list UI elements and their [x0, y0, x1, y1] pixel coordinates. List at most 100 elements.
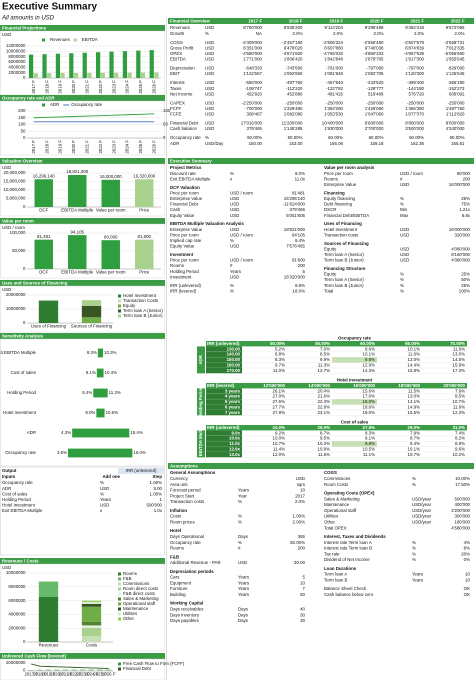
- row-unit: USD: [205, 126, 214, 131]
- matrix-cell: 8.7%: [320, 430, 330, 435]
- value-label: 3.5%: [57, 450, 67, 455]
- matrix-cell: 9.6%: [455, 446, 465, 451]
- section-header: [0, 218, 165, 224]
- matrix-cell: 12.7%: [318, 368, 331, 373]
- cell-value: 165.61: [451, 141, 465, 146]
- bar-segment: [81, 606, 102, 622]
- row-unit: %: [412, 476, 416, 481]
- row-unit: USD: [400, 182, 409, 187]
- matrix-row-header: [206, 452, 242, 458]
- cell-value: 1'955'645: [446, 57, 465, 62]
- x-tick-label: Value per room: [96, 208, 126, 213]
- row-label: Transaction costs: [324, 232, 359, 237]
- matrix-cell: 14.3%: [363, 368, 376, 373]
- matrix-row-label: 3 years: [225, 388, 241, 393]
- x-tick-label: 2025 F: [138, 80, 143, 94]
- matrix-row-header: [206, 399, 242, 405]
- legend-swatch: [118, 299, 121, 303]
- row-value: 8'160'000: [451, 252, 470, 257]
- cell-value: 9'672'066: [446, 25, 465, 30]
- matrix-header: [206, 425, 467, 431]
- row-unit: USD/Day: [205, 141, 224, 146]
- matrix-row-header: [206, 441, 242, 447]
- bar: [122, 51, 128, 78]
- row-label: Holding Period: [2, 497, 31, 502]
- x-tick-label: Price: [139, 270, 150, 275]
- row-value: 60.00%: [290, 540, 305, 545]
- bar: [60, 73, 65, 78]
- x-tick-label: 2018 F: [44, 80, 49, 94]
- row-unit: USD: [100, 503, 109, 508]
- cell-value: -2'506'324: [323, 40, 344, 45]
- row-value: 2'200'000: [451, 508, 470, 513]
- legend-swatch: [118, 587, 121, 591]
- matrix-column: 65.00%: [405, 341, 420, 346]
- cell-value: -4'671'600: [282, 51, 303, 56]
- row-unit: #: [230, 263, 233, 268]
- matrix-cell: 11.0%: [273, 368, 285, 373]
- row-label: Equity Value: [170, 244, 195, 249]
- y-tick-label: 4000000: [8, 612, 26, 617]
- legend-label: Revenues: [50, 37, 71, 42]
- matrix-cell: 27.7%: [273, 404, 286, 409]
- y-axis-label: USD: [2, 165, 11, 170]
- matrix-cell: 11.4%: [273, 446, 285, 451]
- x-tick-label: 2021 F: [84, 140, 89, 154]
- matrix-cell: 11.1%: [363, 452, 375, 457]
- row-value: 11.0x: [295, 176, 306, 181]
- bar: [62, 669, 69, 671]
- matrix-column: 55.00%: [315, 341, 330, 346]
- matrix-cell: 13.0%: [408, 357, 421, 362]
- legend-label: Rooms: [123, 571, 138, 576]
- row-label: Days receivables: [170, 606, 204, 611]
- row-label: Enterprise Value: [170, 196, 203, 201]
- matrix-column: 29.0%: [408, 425, 421, 430]
- row-label: Term loan A (Senior): [324, 277, 364, 282]
- page-title: Executive Summary: [2, 2, 97, 13]
- x-tick-label: 2024 F: [85, 672, 99, 677]
- row-unit: USD: [205, 51, 214, 56]
- matrix-cell: 7.0%: [320, 346, 330, 351]
- cell-value: 1'487'760: [446, 106, 465, 111]
- matrix-cell: 8.5%: [320, 352, 330, 357]
- cell-value: NA: [256, 31, 262, 36]
- bar: [45, 669, 51, 671]
- x-tick-label: 2021 F: [59, 672, 73, 677]
- row-value: 5'051'605: [286, 213, 305, 218]
- matrix-corner: IRR (unlevered): [207, 341, 240, 346]
- matrix-cell: 7.9%: [455, 388, 465, 393]
- row-label: Sales & Marketing: [324, 496, 360, 501]
- chart-frame: [0, 163, 165, 217]
- cell-value: 308'467: [247, 112, 263, 117]
- row-unit: USD: [205, 121, 214, 126]
- y2-tick-label: 100: [163, 108, 171, 113]
- matrix-title: Hotel Investment: [337, 378, 373, 383]
- column-header: 2021 F: [410, 18, 424, 23]
- matrix-cell: 10.1%: [408, 346, 421, 351]
- row-value: 500'000: [147, 503, 163, 508]
- row-value: 16'296'140: [284, 196, 306, 201]
- row-label: Days Operational: [170, 534, 204, 539]
- value-label: 16,296,140: [33, 173, 56, 178]
- row-unit: Days: [238, 606, 249, 611]
- matrix-header: [206, 383, 467, 389]
- cell-value: -2'457'180: [282, 40, 303, 45]
- y-axis-label: USD / room: [2, 225, 25, 230]
- legend-swatch: [73, 38, 77, 42]
- bar-segment: [81, 603, 102, 607]
- output-corner-box: [118, 468, 164, 474]
- matrix-cell: 27.8%: [273, 410, 286, 415]
- bar: [34, 179, 53, 207]
- row-unit: USD: [205, 66, 214, 71]
- row-value: OK: [464, 592, 470, 597]
- matrix-cell: 5.2%: [275, 346, 285, 351]
- row-unit: %: [412, 546, 416, 551]
- cell-value: 519'408: [368, 91, 384, 96]
- row-unit: USD: [230, 207, 239, 212]
- matrix-cell: 8.3%: [365, 430, 375, 435]
- y-tick-label: 6000000: [8, 598, 26, 603]
- x-tick-label: 2017 F: [31, 140, 36, 154]
- legend-label: Equity: [123, 303, 136, 308]
- cell-value: 6'740'038: [365, 45, 384, 50]
- row-label: Room Costs: [324, 482, 349, 487]
